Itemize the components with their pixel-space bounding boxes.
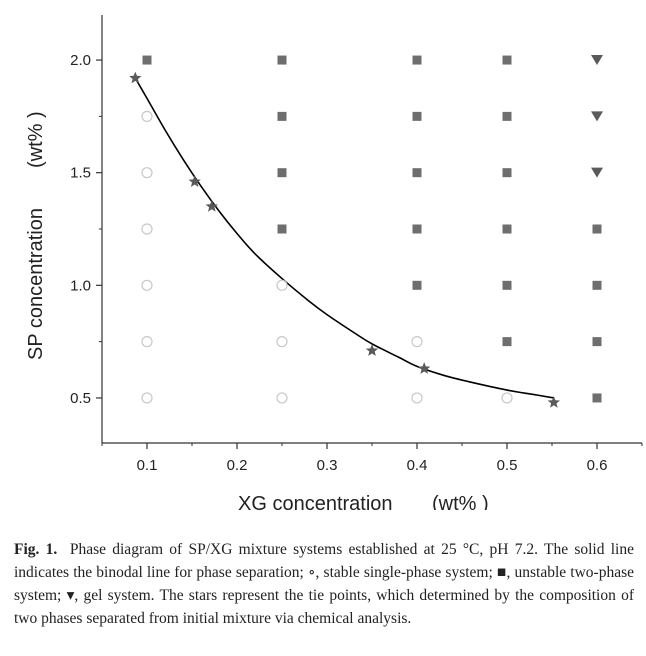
tie-point-star xyxy=(365,344,379,356)
stable-single-phase-point xyxy=(276,336,288,348)
x-tick-label: 0.2 xyxy=(227,457,248,474)
y-axis-label: SP concentration xyxy=(25,208,47,360)
stable-single-phase-point xyxy=(141,167,153,179)
unstable-two-phase-point xyxy=(592,280,602,290)
unstable-two-phase-point xyxy=(502,224,512,234)
y-tick-label: 2.0 xyxy=(70,52,91,69)
x-tick-label: 0.6 xyxy=(587,457,608,474)
y-tick-label: 1.0 xyxy=(70,277,91,294)
stable-single-phase-point xyxy=(141,279,153,291)
unstable-two-phase-point xyxy=(277,224,287,234)
stable-single-phase-point xyxy=(501,392,513,404)
unstable-two-phase-point xyxy=(502,168,512,178)
data-markers xyxy=(129,55,603,408)
stable-single-phase-point xyxy=(141,336,153,348)
unstable-two-phase-point xyxy=(502,337,512,347)
tie-point-star xyxy=(418,362,431,374)
unstable-two-phase-point xyxy=(277,111,287,121)
y-tick-label: 0.5 xyxy=(70,390,91,407)
caption-text: Phase diagram of SP/XG mixture systems e… xyxy=(14,541,634,627)
gel-system-point xyxy=(591,111,603,122)
caption-label: Fig. 1. xyxy=(14,541,58,558)
stable-single-phase-point xyxy=(141,392,153,404)
unstable-two-phase-point xyxy=(502,111,512,121)
stable-single-phase-point xyxy=(276,279,288,291)
gel-system-point xyxy=(591,167,603,178)
y-tick-label: 1.5 xyxy=(70,165,91,182)
x-axis-unit: (wt% ) xyxy=(432,493,489,510)
tie-point-star xyxy=(129,71,142,84)
unstable-two-phase-point xyxy=(592,393,602,403)
x-tick-label: 0.1 xyxy=(137,457,158,474)
unstable-two-phase-point xyxy=(412,168,422,178)
gel-system-point xyxy=(591,55,603,66)
tie-point-star xyxy=(188,175,201,187)
binodal-line xyxy=(134,77,554,399)
x-tick-label: 0.3 xyxy=(317,457,338,474)
unstable-two-phase-point xyxy=(592,337,602,347)
y-axis-unit: (wt% ) xyxy=(25,111,47,168)
tie-point-star xyxy=(205,199,218,212)
unstable-two-phase-point xyxy=(412,224,422,234)
stable-single-phase-point xyxy=(141,110,153,122)
unstable-two-phase-point xyxy=(277,55,287,65)
unstable-two-phase-point xyxy=(502,55,512,65)
stable-single-phase-point xyxy=(276,392,288,404)
x-tick-label: 0.4 xyxy=(407,457,428,474)
stable-single-phase-point xyxy=(411,392,423,404)
unstable-two-phase-point xyxy=(142,55,152,65)
tie-point-star xyxy=(547,395,560,408)
unstable-two-phase-point xyxy=(592,224,602,234)
unstable-two-phase-point xyxy=(412,55,422,65)
unstable-two-phase-point xyxy=(412,280,422,290)
stable-single-phase-point xyxy=(411,336,423,348)
axes xyxy=(101,15,642,444)
figure-caption: Fig. 1. Phase diagram of SP/XG mixture s… xyxy=(14,538,634,630)
unstable-two-phase-point xyxy=(502,280,512,290)
axis-ticks: 0.1 0.2 0.3 0.4 0.5 0.6 0.5 1.0 1.5 2.0 xyxy=(70,52,643,474)
phase-diagram-chart: 0.1 0.2 0.3 0.4 0.5 0.6 0.5 1.0 1.5 2.0 XG concen… xyxy=(25,15,643,510)
x-tick-label: 0.5 xyxy=(497,457,518,474)
unstable-two-phase-point xyxy=(412,111,422,121)
stable-single-phase-point xyxy=(141,223,153,235)
x-axis-label: XG concentration xyxy=(238,493,393,510)
unstable-two-phase-point xyxy=(277,168,287,178)
